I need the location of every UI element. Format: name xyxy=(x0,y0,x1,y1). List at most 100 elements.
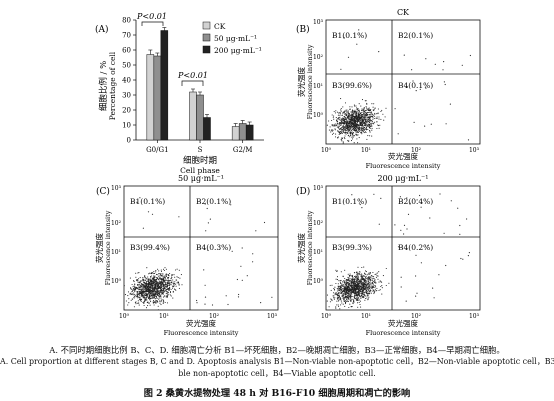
flow-event-dot xyxy=(150,280,152,282)
bar xyxy=(238,123,247,141)
flow-event-dot xyxy=(372,283,375,285)
flow-event-dot xyxy=(162,275,164,277)
flow-event-dot xyxy=(156,291,158,293)
flow-event-dot xyxy=(366,121,368,123)
flow-event-dot xyxy=(330,298,332,300)
flow-event-dot xyxy=(424,125,426,127)
flow-event-dot xyxy=(381,293,383,295)
flow-event-dot xyxy=(352,287,354,289)
flow-event-dot xyxy=(206,207,208,210)
flow-event-dot xyxy=(406,197,408,199)
flow-event-dot xyxy=(134,294,136,296)
flow-event-dot xyxy=(363,288,365,290)
flow-event-dot xyxy=(339,281,341,284)
flow-event-dot xyxy=(360,132,362,134)
flow-event-dot xyxy=(359,121,361,123)
flow-event-dot xyxy=(336,121,338,123)
x-tick: 10¹ xyxy=(159,313,169,320)
flow-event-dot xyxy=(172,290,174,292)
flow-event-dot xyxy=(361,296,363,299)
flow-event-dot xyxy=(365,106,367,108)
flow-event-dot xyxy=(154,296,156,298)
flow-event-dot xyxy=(371,286,373,288)
flow-event-dot xyxy=(150,295,152,297)
flow-event-dot xyxy=(360,292,362,294)
flow-event-dot xyxy=(155,290,157,292)
flow-event-dot xyxy=(339,112,342,114)
flow-event-dot xyxy=(361,118,363,120)
flow-event-dot xyxy=(160,299,162,301)
flow-event-dot xyxy=(350,121,352,123)
flow-event-dot xyxy=(357,295,359,297)
flow-event-dot xyxy=(348,278,350,280)
flow-event-dot xyxy=(129,277,131,279)
flow-event-dot xyxy=(348,115,350,117)
flow-event-dot xyxy=(333,297,335,299)
flow-event-dot xyxy=(358,294,360,296)
flow-event-dot xyxy=(348,296,351,298)
bar-ylabel-en: Percentage of cell xyxy=(108,51,117,120)
flow-event-dot xyxy=(363,117,365,119)
flow-event-dot xyxy=(368,122,371,124)
flow-event-dot xyxy=(341,140,343,142)
flow-event-dot xyxy=(429,217,431,219)
flow-event-dot xyxy=(340,109,342,111)
flow-event-dot xyxy=(343,287,345,289)
flow-event-dot xyxy=(166,292,168,294)
flow-event-dot xyxy=(145,295,148,297)
flow-event-dot xyxy=(358,276,360,278)
flow-event-dot xyxy=(133,280,135,282)
flow-event-dot xyxy=(353,283,356,285)
panel-b-label: (B) xyxy=(296,24,310,35)
flow-event-dot xyxy=(355,111,357,113)
flow-event-dot xyxy=(358,293,360,295)
flow-event-dot xyxy=(350,299,352,301)
flow-event-dot xyxy=(162,281,164,284)
flow-event-dot xyxy=(434,63,436,65)
flow-event-dot xyxy=(366,277,368,279)
flow-event-dot xyxy=(149,296,151,298)
flow-event-dot xyxy=(174,281,176,283)
flow-event-dot xyxy=(340,107,342,110)
flow-event-dot xyxy=(361,284,363,286)
flow-event-dot xyxy=(369,116,371,118)
flow-event-dot xyxy=(339,287,341,289)
flow-event-dot xyxy=(373,280,375,283)
flow-event-dot xyxy=(148,280,150,282)
flow-event-dot xyxy=(135,303,137,305)
flow-event-dot xyxy=(365,297,367,300)
flow-event-dot xyxy=(381,287,383,289)
flow-event-dot xyxy=(353,125,355,127)
flow-event-dot xyxy=(143,297,145,299)
flow-event-dot xyxy=(354,286,356,288)
y-tick: 10⁰ xyxy=(313,278,324,285)
flow-event-dot xyxy=(344,113,346,116)
flow-event-dot xyxy=(375,273,377,275)
flow-event-dot xyxy=(352,121,354,123)
flow-event-dot xyxy=(129,292,131,294)
flow-event-dot xyxy=(343,147,344,148)
flow-event-dot xyxy=(149,291,151,293)
flow-event-dot xyxy=(152,297,154,299)
flow-event-dot xyxy=(344,287,346,289)
flow-event-dot xyxy=(350,124,352,127)
flow-event-dot xyxy=(339,132,342,135)
flow-event-dot xyxy=(356,114,358,116)
flow-event-dot xyxy=(150,278,152,280)
flow-event-dot xyxy=(354,272,356,274)
flow-event-dot xyxy=(128,302,130,304)
flow-event-dot xyxy=(362,128,364,130)
flow-event-dot xyxy=(168,288,170,290)
flow-event-dot xyxy=(150,289,152,291)
flow-event-dot xyxy=(165,282,167,284)
flow-event-dot xyxy=(364,111,366,113)
flow-event-dot xyxy=(363,121,365,124)
flow-event-dot xyxy=(148,286,150,288)
flow-event-dot xyxy=(340,128,342,130)
flow-event-dot xyxy=(381,284,383,287)
flow-event-dot xyxy=(361,121,363,123)
flow-event-dot xyxy=(339,285,341,287)
flow-event-dot xyxy=(338,116,340,119)
flow-event-dot xyxy=(430,123,432,125)
flow-event-dot xyxy=(124,285,125,287)
